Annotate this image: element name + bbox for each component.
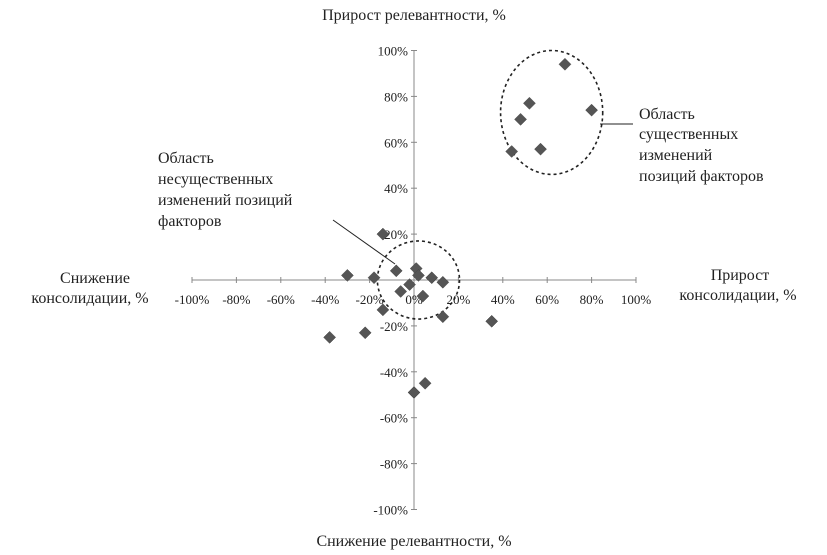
annotation-insignificant-leader bbox=[332, 219, 396, 265]
x-tick-label: -40% bbox=[311, 292, 339, 307]
annotation-leaders bbox=[332, 123, 633, 265]
area-significant-ellipse bbox=[499, 49, 604, 176]
data-point bbox=[341, 269, 354, 282]
annotation-significant-text: Область существенных изменений позиций ф… bbox=[639, 106, 764, 185]
data-point bbox=[436, 310, 450, 324]
data-point bbox=[523, 96, 536, 110]
annotation-insignificant-line-4: факторов bbox=[158, 213, 222, 230]
y-tick-label: -100% bbox=[373, 503, 408, 518]
bottom-axis-label: Снижение релевантности, % bbox=[316, 533, 511, 550]
y-tick-label: -20% bbox=[380, 319, 408, 334]
data-point bbox=[585, 103, 598, 117]
annotation-insignificant-text: Область несущественных изменений позиций… bbox=[158, 150, 293, 230]
data-point bbox=[412, 269, 425, 282]
data-point bbox=[558, 57, 572, 71]
right-axis-label-line-1: Прирост bbox=[711, 267, 770, 284]
x-tick-label: -60% bbox=[267, 292, 295, 307]
annotation-significant-line-2: существенных bbox=[639, 126, 738, 143]
annotation-significant-line-3: изменений bbox=[639, 147, 713, 164]
data-point bbox=[376, 303, 390, 317]
data-point bbox=[376, 227, 390, 241]
data-point bbox=[416, 289, 430, 303]
annotation-insignificant-line-3: изменений позиций bbox=[158, 192, 293, 209]
area-insignificant-ellipse bbox=[376, 240, 461, 320]
annotation-significant-line-4: позиций факторов bbox=[639, 168, 764, 185]
data-point bbox=[436, 275, 450, 289]
y-tick-label: 40% bbox=[384, 181, 408, 196]
data-point bbox=[534, 142, 547, 156]
x-tick-label: 60% bbox=[535, 292, 559, 307]
annotation-ellipses bbox=[376, 49, 604, 320]
data-point bbox=[323, 331, 336, 344]
data-point bbox=[418, 376, 432, 390]
x-tick-label: 20% bbox=[446, 292, 470, 307]
data-point bbox=[514, 112, 527, 126]
y-tick-label: -80% bbox=[380, 457, 408, 472]
y-tick-label: 80% bbox=[384, 89, 408, 104]
data-point bbox=[407, 386, 421, 399]
x-tick-label: -100% bbox=[175, 292, 210, 307]
annotation-insignificant-line-2: несущественных bbox=[158, 171, 273, 188]
left-axis-label-line-1: Снижение bbox=[60, 270, 130, 287]
y-tick-label: 60% bbox=[384, 135, 408, 150]
data-points bbox=[323, 57, 598, 399]
y-tick-label: -60% bbox=[380, 411, 408, 426]
data-point bbox=[358, 326, 372, 340]
data-point bbox=[367, 271, 381, 285]
top-axis-label: Прирост релевантности, % bbox=[322, 7, 506, 24]
data-point bbox=[389, 264, 403, 278]
data-point bbox=[403, 278, 416, 291]
data-point bbox=[394, 285, 408, 298]
y-tick-label: 20% bbox=[384, 227, 408, 242]
data-point bbox=[505, 145, 519, 158]
x-tick-label: 100% bbox=[621, 292, 652, 307]
data-point bbox=[485, 314, 499, 328]
x-tick-label: -80% bbox=[222, 292, 250, 307]
x-tick-label: 40% bbox=[491, 292, 515, 307]
x-tick-label: -20% bbox=[356, 292, 384, 307]
y-tick-label: 100% bbox=[378, 44, 409, 59]
data-point bbox=[425, 271, 439, 285]
right-axis-label-line-2: консолидации, % bbox=[679, 287, 796, 304]
x-tick-label: 80% bbox=[580, 292, 604, 307]
y-tick-label: -40% bbox=[380, 365, 408, 380]
left-axis-label-line-2: консолидации, % bbox=[31, 290, 148, 307]
annotation-insignificant-line-1: Область bbox=[158, 150, 214, 167]
axes: -100% -80% -60% -40% -20% 0% 20% 40% 60% 80% 100%-… bbox=[175, 44, 652, 518]
annotation-significant-line-1: Область bbox=[639, 106, 695, 123]
